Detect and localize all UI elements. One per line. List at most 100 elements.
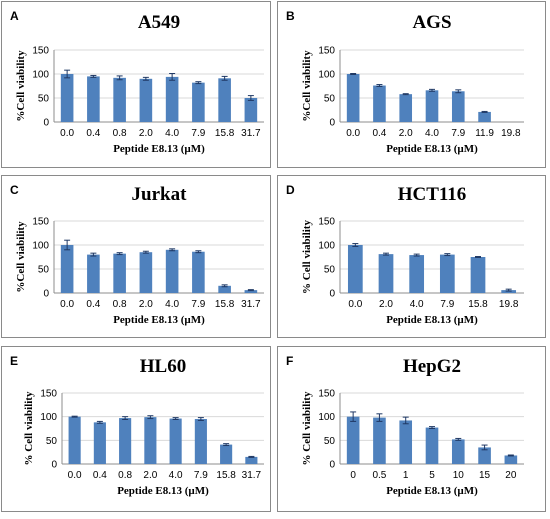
x-tick-label: 2.0 xyxy=(399,128,413,139)
bar xyxy=(93,422,106,464)
y-tick-label: 150 xyxy=(32,46,49,57)
bar xyxy=(244,98,258,122)
x-tick-label: 31.7 xyxy=(242,470,262,481)
bar xyxy=(378,254,394,293)
x-tick-label: 7.9 xyxy=(451,128,465,139)
y-tick-label: 0 xyxy=(329,118,335,129)
x-tick-label: 0.0 xyxy=(348,299,362,310)
x-tick-label: 7.9 xyxy=(194,470,208,481)
x-axis-label: Peptide E8.13 (µM) xyxy=(386,143,478,155)
y-tick-label: 150 xyxy=(318,46,335,57)
bar xyxy=(439,254,455,293)
x-axis-label: Peptide E8.13 (µM) xyxy=(386,314,478,326)
x-tick-label: 31.7 xyxy=(241,299,261,310)
x-tick-label: 1 xyxy=(403,470,409,481)
x-tick-label: 2.0 xyxy=(139,128,153,139)
x-tick-label: 4.0 xyxy=(410,299,424,310)
bar xyxy=(504,455,518,464)
bar xyxy=(346,74,360,122)
x-tick-label: 7.9 xyxy=(440,299,454,310)
x-tick-label: 0.8 xyxy=(113,128,127,139)
y-tick-label: 50 xyxy=(38,94,50,105)
x-axis-label: Peptide E8.13 (µM) xyxy=(113,314,205,326)
x-tick-label: 2.0 xyxy=(143,470,157,481)
bar xyxy=(139,252,153,293)
bar xyxy=(87,254,100,293)
x-tick-label: 7.9 xyxy=(191,128,205,139)
y-tick-label: 150 xyxy=(318,389,335,400)
y-tick-label: 50 xyxy=(324,94,336,105)
x-tick-label: 0.0 xyxy=(346,128,360,139)
bar xyxy=(245,456,258,464)
x-tick-label: 4.0 xyxy=(169,470,183,481)
x-tick-label: 0.4 xyxy=(372,128,386,139)
x-tick-label: 0 xyxy=(350,470,356,481)
panel-a: A A549 0 50 100 150 0.0 0.4 0.8 2.0 4.0 7.9 15.8 31.7… xyxy=(1,1,271,168)
bar xyxy=(451,439,465,464)
x-tick-label: 0.4 xyxy=(86,299,100,310)
panel-e: E HL60 0 50 100 150 0.0 0.4 0.8 2.0 4.0 7.9 15.8 31.7… xyxy=(1,346,271,512)
x-tick-label: 20 xyxy=(505,470,517,481)
bar xyxy=(218,78,231,122)
x-tick-label: 2.0 xyxy=(139,299,153,310)
x-tick-label: 4.0 xyxy=(165,299,179,310)
panel-b: B AGS 0 50 100 150 0.0 0.4 2.0 4.0 7.9 11.9 19.8 Pept… xyxy=(277,1,546,168)
x-tick-label: 15 xyxy=(479,470,491,481)
x-tick-label: 19.8 xyxy=(499,299,519,310)
y-tick-label: 50 xyxy=(324,436,336,447)
chart-title: HepG2 xyxy=(403,356,461,377)
panel-c: C Jurkat 0 50 100 150 0.0 0.4 0.8 2.0 4.0 7.9 15.8 31… xyxy=(1,175,271,338)
y-axis-label: %Cell viability xyxy=(15,50,27,122)
y-axis-label: % Cell viability xyxy=(301,391,313,465)
y-tick-label: 150 xyxy=(32,217,49,228)
y-axis-label: %Cell viability xyxy=(15,221,27,293)
bar xyxy=(399,420,413,464)
bar xyxy=(165,249,179,293)
y-tick-label: 100 xyxy=(32,70,49,81)
panel-label: C xyxy=(10,183,19,197)
bar xyxy=(60,74,74,122)
x-tick-label: 15.8 xyxy=(215,299,235,310)
panel-label: E xyxy=(10,354,18,368)
bar xyxy=(119,418,132,464)
y-axis-label: % Cell viability xyxy=(301,220,313,294)
bar xyxy=(373,417,386,464)
chart-svg: A A549 0 50 100 150 0.0 0.4 0.8 2.0 4.0 7.9 15.8 31.7… xyxy=(10,9,264,155)
y-axis-label: % Cell viability xyxy=(23,391,35,465)
bar xyxy=(451,91,465,122)
bar xyxy=(373,85,386,122)
bar xyxy=(139,78,153,122)
bar xyxy=(60,245,74,293)
bar xyxy=(113,77,126,122)
y-tick-label: 50 xyxy=(46,436,58,447)
y-tick-label: 100 xyxy=(40,412,57,423)
y-tick-label: 100 xyxy=(318,412,335,423)
y-tick-label: 100 xyxy=(318,70,335,81)
y-tick-label: 0 xyxy=(329,289,335,300)
x-tick-label: 15.8 xyxy=(215,128,235,139)
x-tick-label: 2.0 xyxy=(379,299,393,310)
y-tick-label: 50 xyxy=(38,265,50,276)
bar xyxy=(144,417,157,464)
bar xyxy=(192,251,205,293)
x-tick-label: 15.8 xyxy=(216,470,236,481)
x-tick-label: 15.8 xyxy=(468,299,488,310)
panel-label: F xyxy=(286,354,293,368)
chart-title: A549 xyxy=(138,12,180,33)
bar xyxy=(347,245,363,293)
x-tick-label: 0.0 xyxy=(60,128,74,139)
bar xyxy=(244,290,258,293)
x-tick-label: 0.8 xyxy=(118,470,132,481)
x-tick-label: 4.0 xyxy=(165,128,179,139)
y-tick-label: 150 xyxy=(40,389,57,400)
x-axis-label: Peptide E8.13 (µM) xyxy=(117,485,209,497)
bar xyxy=(425,90,439,122)
bar xyxy=(425,427,439,464)
bar xyxy=(192,82,205,122)
x-tick-label: 10 xyxy=(453,470,465,481)
bar xyxy=(169,418,182,464)
x-axis-label: Peptide E8.13 (µM) xyxy=(113,143,205,155)
x-tick-label: 0.0 xyxy=(68,470,82,481)
chart-title: Jurkat xyxy=(132,184,188,205)
x-tick-label: 0.0 xyxy=(60,299,74,310)
